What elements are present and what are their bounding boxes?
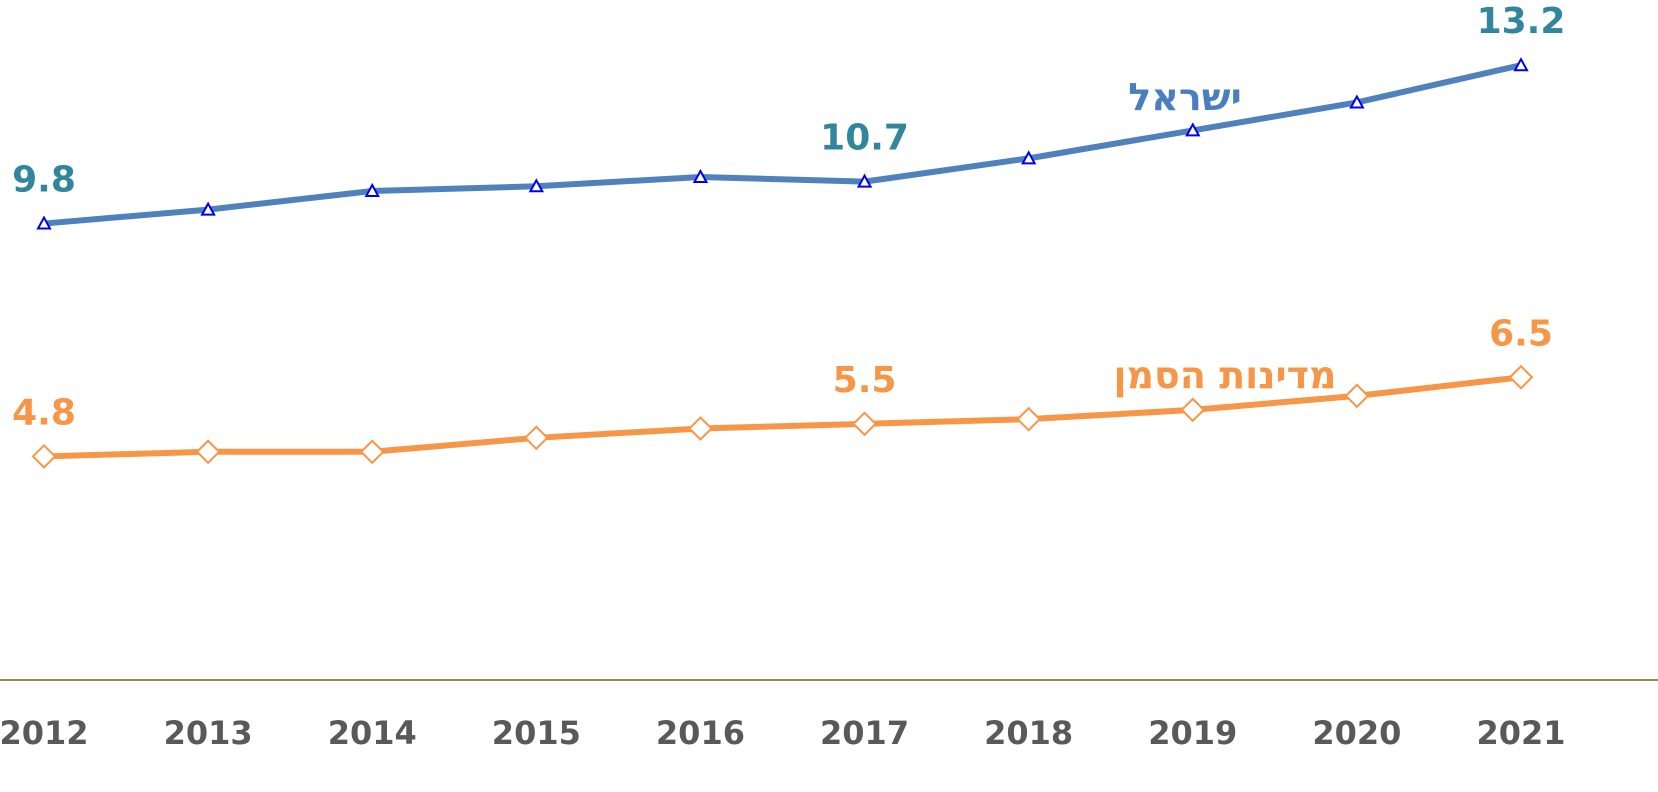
marker [1180,397,1206,423]
x-tick-label: 2017 [820,714,909,752]
data-label: 4.8 [12,392,76,433]
data-label: 6.5 [1489,313,1553,354]
x-tick-label: 2013 [164,714,253,752]
x-tick-label: 2018 [984,714,1073,752]
marker [364,182,380,197]
x-tick-label: 2019 [1148,714,1237,752]
x-tick-label: 2015 [492,714,581,752]
marker [31,444,57,469]
marker [1016,406,1042,432]
marker [1020,150,1037,165]
marker [688,416,713,441]
marker [528,178,545,193]
series-label: ישראל [1128,76,1242,120]
marker [852,411,877,437]
marker [1344,383,1370,409]
series-line [43,62,1522,227]
marker [36,215,52,230]
x-tick-label: 2021 [1476,714,1565,752]
series-line [43,374,1522,460]
marker [1185,122,1201,137]
data-label: 10.7 [820,118,909,159]
marker [1349,94,1365,109]
marker [523,425,549,451]
marker [359,439,385,465]
series-label: מדינות הסמן [1114,354,1337,398]
marker [856,173,873,188]
x-tick-label: 2016 [656,714,745,752]
marker [195,439,221,465]
x-tick-label: 2020 [1312,714,1401,752]
x-tick-label: 2012 [0,714,89,752]
marker [1513,57,1529,72]
data-label: 5.5 [833,360,897,401]
x-tick-label: 2014 [328,714,417,752]
marker [1508,364,1534,390]
marker [200,201,216,216]
data-label: 9.8 [12,160,76,201]
marker [692,168,709,183]
data-label: 13.2 [1477,1,1566,42]
